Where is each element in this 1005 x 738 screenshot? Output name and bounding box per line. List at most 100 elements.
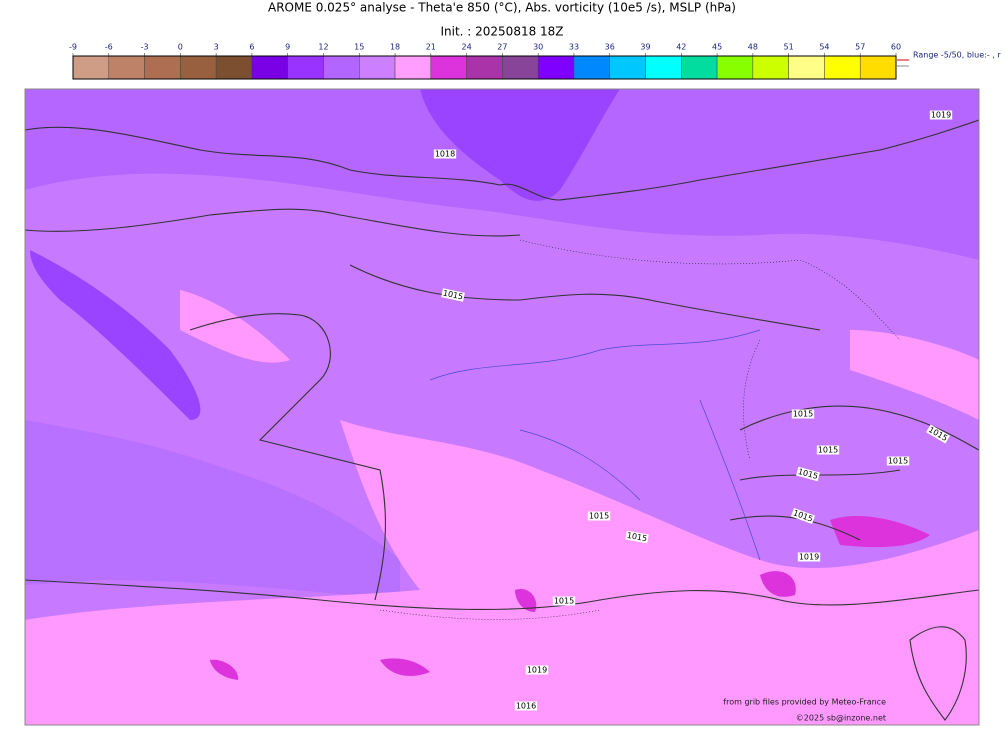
isobar-label-bg xyxy=(790,507,816,525)
field-area xyxy=(25,420,400,600)
field-area xyxy=(760,571,796,597)
colorbar-tick-label: 51 xyxy=(784,43,794,52)
isobar-label-bg xyxy=(929,110,953,120)
colorbar-swatch xyxy=(681,55,718,80)
isobar-label: 1015 xyxy=(554,597,574,606)
colorbar-swatch xyxy=(573,55,610,80)
field-area xyxy=(180,290,290,363)
colorbar-tick-label: 24 xyxy=(462,43,472,52)
isobar-labels: 1019 1018 1015 1015 1015 1015 1015 1015 … xyxy=(433,110,953,711)
isobar-label-bg xyxy=(791,409,815,419)
isobar-label-bg xyxy=(816,445,840,455)
colorbar-tick-label: 6 xyxy=(249,43,254,52)
isobar-label-bg xyxy=(441,288,465,302)
coastline xyxy=(909,626,967,721)
colorbar-swatch xyxy=(251,55,288,80)
field-area xyxy=(515,589,537,612)
field-area xyxy=(210,659,239,680)
isobar-label-bg xyxy=(514,701,538,711)
colorbar-swatch xyxy=(430,55,467,80)
init-time: Init. : 20250818 18Z xyxy=(440,25,563,39)
colorbar-tick-label: 0 xyxy=(178,43,183,52)
colorbar-tick-label: 42 xyxy=(676,43,686,52)
coastline xyxy=(25,119,979,201)
colorbar-tick-label: -3 xyxy=(141,43,149,52)
field-area xyxy=(30,250,201,420)
field-area xyxy=(830,515,930,548)
colorbar-swatch xyxy=(752,55,789,80)
colorbar-swatch xyxy=(180,55,217,80)
isobar-label: 1015 xyxy=(888,457,908,466)
colorbar-swatch xyxy=(502,55,539,80)
map: 1019 1018 1015 1015 1015 1015 1015 1015 … xyxy=(24,88,980,726)
isobar-label: 1016 xyxy=(516,702,536,711)
field-area xyxy=(25,420,979,725)
colorbar-swatch xyxy=(537,55,575,80)
colorbar-tick-label: 12 xyxy=(318,43,328,52)
colorbar-swatch xyxy=(394,55,432,80)
border xyxy=(379,239,901,620)
colorbar-tick-label: 39 xyxy=(640,43,650,52)
colorbar-swatch xyxy=(323,55,360,80)
isobar-label: 1015 xyxy=(442,288,464,301)
range-note: Range -5/50, blue:- , r xyxy=(913,51,1001,60)
colorbar-tick-label: 60 xyxy=(891,43,901,52)
colorbar-swatch xyxy=(859,55,897,80)
colorbar-swatch xyxy=(359,55,396,80)
colorbar-swatch xyxy=(215,55,253,80)
colorbar-swatch xyxy=(716,55,754,80)
isobar-label: 1015 xyxy=(818,446,838,455)
colorbar-tick-label: 54 xyxy=(819,43,829,52)
source-credit: from grib files provided by Meteo-France xyxy=(723,698,886,707)
colorbar-swatch xyxy=(287,55,324,80)
isobar-label-bg xyxy=(926,424,950,444)
colorbar-tick-label: 15 xyxy=(354,43,364,52)
colorbar-tick-label: 9 xyxy=(285,43,290,52)
isobar-label-bg xyxy=(886,456,910,466)
title: AROME 0.025° analyse - Theta'e 850 (°C),… xyxy=(268,1,736,15)
colorbar-tick-label: 48 xyxy=(748,43,758,52)
colorbar-tick-label: -6 xyxy=(105,43,113,52)
colorbar-tick-label: 33 xyxy=(569,43,579,52)
colorbar-tick-label: 30 xyxy=(533,43,543,52)
colorbar-tick-label: -9 xyxy=(69,43,77,52)
isobar-label: 1019 xyxy=(799,553,819,562)
colorbar-tick-label: 21 xyxy=(426,43,436,52)
map-frame xyxy=(24,88,980,726)
colorbar: -9 -6 -3 0 3 6 9 12 15 18 21 24 27 30 33 36 39 42 45 48 51 54… xyxy=(69,43,901,80)
colorbar-swatch xyxy=(609,55,646,80)
colorbar-tick-label: 27 xyxy=(497,43,507,52)
isobar-label-bg xyxy=(796,466,820,482)
river xyxy=(429,329,761,561)
isobar-label: 1018 xyxy=(435,150,455,159)
colorbar-tick-label: 3 xyxy=(214,43,219,52)
isobar-label: 1019 xyxy=(527,666,547,675)
colorbar-swatch xyxy=(72,55,110,80)
colorbar-tick-label: 57 xyxy=(855,43,865,52)
colorbar-tick-label: 45 xyxy=(712,43,722,52)
isobar-label-bg xyxy=(625,530,649,544)
field-area xyxy=(380,658,430,676)
colorbar-swatch xyxy=(645,55,682,80)
colorbar-swatch xyxy=(788,55,825,80)
coastline xyxy=(189,313,386,601)
isobar-label: 1019 xyxy=(931,111,951,120)
field-area xyxy=(850,330,979,420)
isobar-label: 1015 xyxy=(793,410,813,419)
colorbar-swatch xyxy=(144,55,181,80)
isobar-label-bg xyxy=(525,665,549,675)
isobar-label: 1015 xyxy=(589,512,609,521)
colorbar-tick-label: 36 xyxy=(605,43,615,52)
coastline xyxy=(349,264,821,331)
field-area xyxy=(420,89,620,201)
coastline xyxy=(25,208,521,237)
isobar-label: 1015 xyxy=(626,531,648,543)
colorbar-swatch xyxy=(824,55,861,80)
isobar-label-bg xyxy=(433,149,457,159)
isobar-label-bg xyxy=(797,552,821,562)
colorbar-swatch xyxy=(108,55,145,80)
isobar-label-bg xyxy=(587,511,611,521)
isobar-label-bg xyxy=(552,596,576,606)
